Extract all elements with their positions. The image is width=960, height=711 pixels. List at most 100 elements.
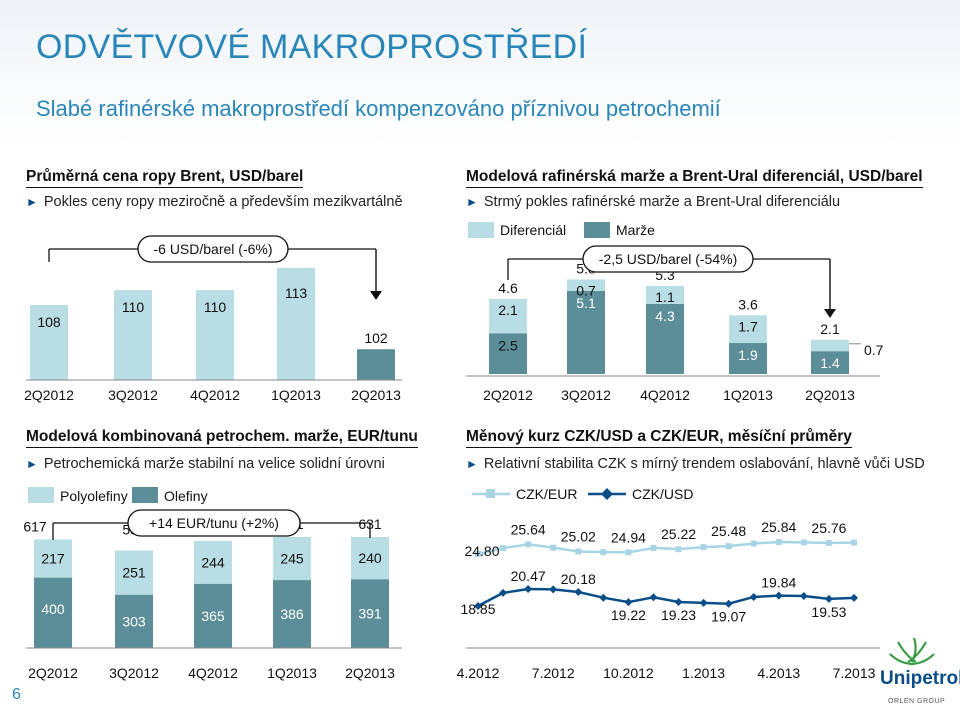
refining-bar-marze-2Q2013 — [811, 351, 849, 374]
petchem-tick-label-1Q2013: 1Q2013 — [267, 665, 317, 681]
petchem-label-olefiny-1Q2013: 386 — [280, 606, 304, 622]
refining-bar-marze-1Q2013 — [729, 343, 767, 374]
brent-callout-text: -6 USD/barel (-6%) — [153, 241, 272, 257]
petchem-tick-label-3Q2012: 3Q2012 — [109, 665, 159, 681]
fx-eur-point-2.2013 — [725, 543, 732, 550]
fx-usd-label-6.2013: 19.53 — [811, 604, 846, 620]
refining-label-marze-4Q2012: 4.3 — [655, 308, 675, 324]
brent-bar-2Q2013 — [357, 349, 395, 380]
legend-label-marze: Marže — [616, 222, 655, 238]
fx-eur-point-12.2012 — [675, 546, 682, 553]
fx-eur-label-4.2013: 25.84 — [761, 519, 796, 535]
brent-callout-arrow-head — [370, 291, 382, 300]
refining-label-marze-2Q2013: 1.4 — [820, 355, 840, 371]
legend-label-diferencial: Diferenciál — [500, 222, 567, 238]
refining-callout-text: -2,5 USD/barel (-54%) — [599, 251, 738, 267]
refining-bar-diferencial-2Q2013 — [811, 339, 849, 352]
refining-bar-marze-3Q2012 — [567, 290, 605, 374]
fx-usd-point-11.2012 — [649, 593, 658, 602]
petchem-bar-polyolefiny-2Q2013 — [351, 536, 389, 580]
petchem-tick-label-2Q2012: 2Q2012 — [28, 665, 78, 681]
refining-tick-label-4Q2012: 4Q2012 — [640, 387, 690, 403]
fx-tick-label-4.2013: 4.2013 — [757, 665, 800, 681]
petchem-callout-text: +14 EUR/tunu (+2%) — [149, 515, 279, 531]
fx-legend-eur-label: CZK/EUR — [516, 486, 577, 502]
fx-usd-label-8.2012: 20.18 — [561, 571, 596, 587]
petchem-bar-olefiny-2Q2012 — [34, 577, 72, 648]
bullet-arrow-icon: ► — [466, 457, 478, 471]
fx-series-eur-line — [477, 540, 855, 556]
legend-swatch-olefiny — [132, 487, 158, 503]
refining-total-label-1Q2013: 3.6 — [738, 296, 758, 312]
fx-usd-label-6.2012: 20.47 — [511, 568, 546, 584]
fx-eur-point-7.2012 — [550, 544, 557, 551]
brent-value-label-1Q2013: 113 — [285, 285, 308, 301]
brent-bullet-text: Pokles ceny ropy meziročně a především m… — [43, 194, 403, 210]
refining-label-diferencial-3Q2012: 0.7 — [576, 282, 596, 298]
fx-eur-point-11.2012 — [650, 544, 657, 551]
brent-tick-label-4Q2012: 4Q2012 — [190, 387, 240, 403]
fx-eur-point-5.2013 — [800, 539, 807, 546]
petchem-total-label-2Q2012: 617 — [23, 518, 47, 534]
fx-usd-point-4.2012 — [474, 602, 482, 610]
fx-tick-label-7.2012: 7.2012 — [532, 665, 575, 681]
fx-tick-label-10.2012: 10.2012 — [603, 665, 654, 681]
fx-legend-usd-marker — [601, 488, 613, 500]
page-number: 6 — [12, 686, 21, 703]
fx-usd-label-4.2013: 19.84 — [761, 575, 796, 591]
refining-tick-label-2Q2012: 2Q2012 — [483, 387, 533, 403]
refining-panel-bullet: ► Strmý pokles rafinérské marže a Brent-U… — [466, 194, 840, 210]
petchem-bar-polyolefiny-1Q2013 — [273, 536, 311, 581]
bullet-arrow-icon: ► — [26, 457, 38, 471]
fx-usd-label-4.2012: 18.85 — [460, 601, 495, 617]
fx-legend-eur-marker — [486, 489, 495, 498]
refining-bar-diferencial-1Q2013 — [729, 315, 767, 344]
page-subtitle: Slabé rafinérské makroprostředí kompenzo… — [36, 96, 721, 121]
brent-panel-bullet: ► Pokles ceny ropy meziročně a především … — [26, 194, 403, 210]
fx-tick-label-7.2013: 7.2013 — [833, 665, 876, 681]
petchem-bar-polyolefiny-2Q2012 — [34, 539, 72, 578]
refining-callout-arrow-head — [824, 309, 836, 318]
petchem-label-polyolefiny-3Q2012: 251 — [122, 565, 146, 581]
refining-tick-label-2Q2013: 2Q2013 — [805, 387, 855, 403]
fx-usd-point-1.2013 — [699, 598, 708, 607]
fx-panel-bullet: ► Relativní stabilita CZK s mírný trendem… — [466, 456, 925, 472]
legend-swatch-polyolefiny — [28, 487, 54, 503]
refining-tick-label-1Q2013: 1Q2013 — [723, 387, 773, 403]
refining-bar-marze-4Q2012 — [646, 303, 684, 374]
brent-value-label-3Q2012: 110 — [122, 299, 145, 315]
brent-tick-label-1Q2013: 1Q2013 — [271, 387, 321, 403]
fx-panel-title: Měnový kurz CZK/USD a CZK/EUR, měsíční p… — [466, 428, 852, 448]
petchem-tick-label-2Q2013: 2Q2013 — [345, 665, 395, 681]
legend-swatch-marze — [584, 222, 610, 238]
refining-bar-diferencial-2Q2012 — [489, 299, 527, 334]
petchem-label-olefiny-2Q2013: 391 — [358, 606, 382, 622]
header-band — [0, 0, 960, 145]
fx-series-usd-line — [477, 587, 855, 608]
brent-bar-3Q2012 — [114, 290, 152, 380]
fx-eur-label-6.2012: 25.64 — [511, 521, 546, 537]
petchem-bar-olefiny-2Q2013 — [351, 579, 389, 648]
refining-label-diferencial-1Q2013: 1.7 — [738, 318, 758, 334]
legend-label-polyolefiny: Polyolefiny — [60, 488, 128, 504]
brent-value-label-2Q2013: 102 — [364, 330, 388, 346]
legend-label-olefiny: Olefiny — [164, 488, 208, 504]
petchem-bar-polyolefiny-3Q2012 — [115, 550, 153, 595]
petchem-label-polyolefiny-2Q2012: 217 — [41, 551, 65, 567]
fx-usd-point-8.2012 — [574, 588, 583, 597]
fx-eur-label-6.2013: 25.76 — [811, 520, 846, 536]
petchem-label-olefiny-4Q2012: 365 — [201, 608, 225, 624]
petchem-label-polyolefiny-4Q2012: 244 — [201, 554, 225, 570]
brent-bar-4Q2012 — [196, 290, 234, 380]
fx-eur-label-2.2013: 25.48 — [711, 523, 746, 539]
fx-usd-point-3.2013 — [749, 592, 758, 601]
petchem-panel-bullet: ► Petrochemická marže stabilní na velice … — [26, 456, 385, 472]
fx-usd-point-6.2012 — [524, 584, 533, 593]
fx-usd-label-10.2012: 19.22 — [611, 607, 646, 623]
petchem-label-olefiny-2Q2012: 400 — [41, 601, 65, 617]
brent-panel-title: Průměrná cena ropy Brent, USD/barel — [26, 168, 304, 188]
refining-label-marze-3Q2012: 5.1 — [576, 295, 596, 311]
fx-usd-point-9.2012 — [599, 593, 608, 602]
brent-value-label-4Q2012: 110 — [204, 299, 227, 315]
refining-bar-diferencial-4Q2012 — [646, 285, 684, 304]
